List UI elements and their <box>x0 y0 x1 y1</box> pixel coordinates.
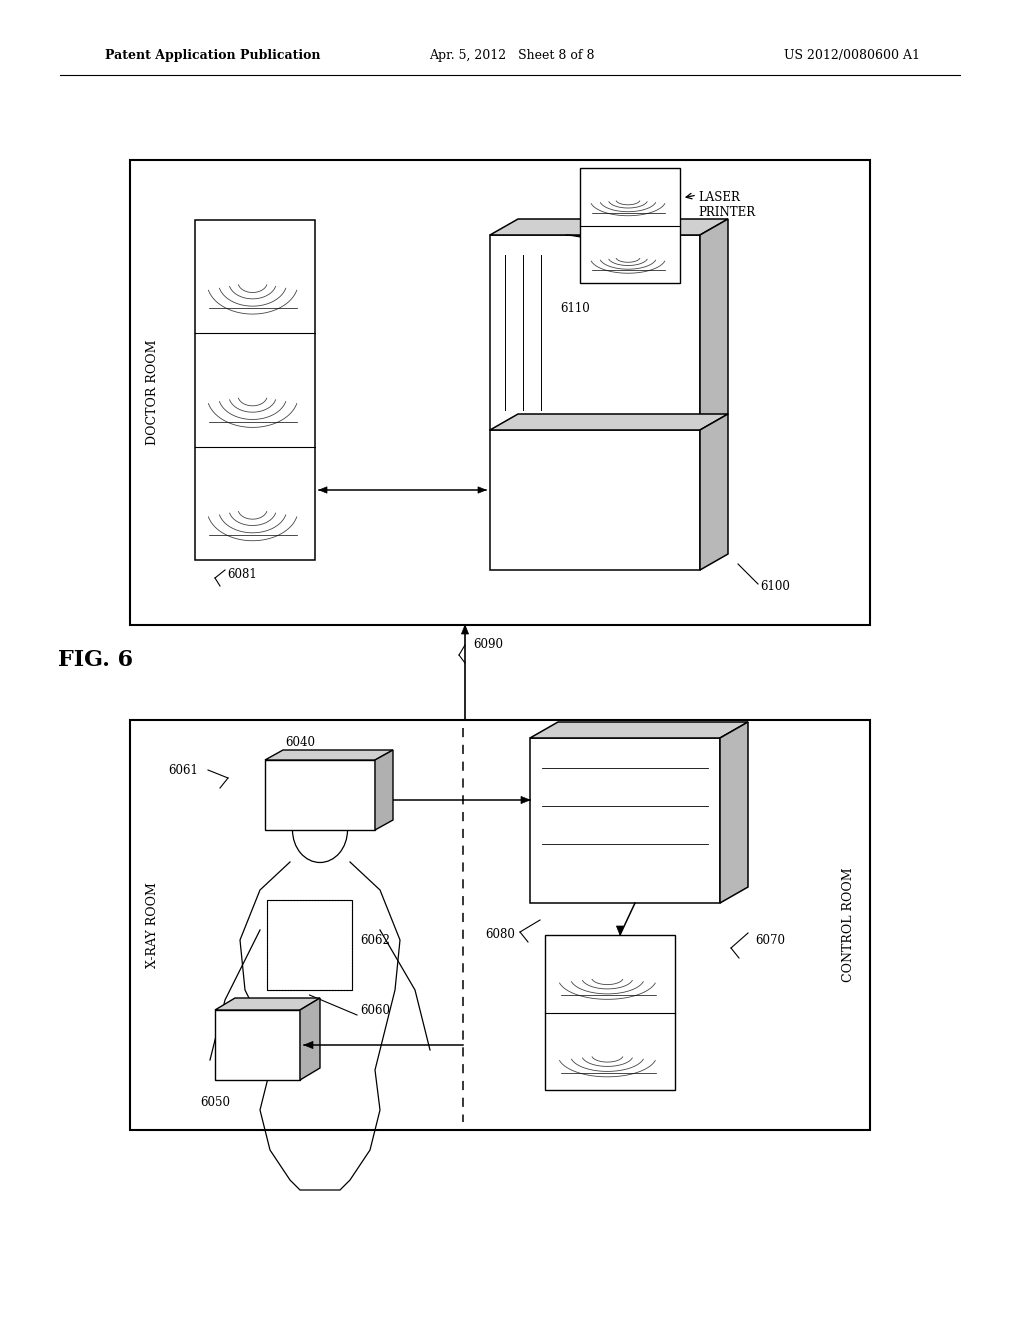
Text: 6061: 6061 <box>168 763 198 776</box>
Polygon shape <box>265 750 393 760</box>
Text: FIG. 6: FIG. 6 <box>58 649 133 671</box>
Polygon shape <box>700 219 728 430</box>
Bar <box>267 900 352 990</box>
Polygon shape <box>700 414 728 570</box>
Text: 6100: 6100 <box>760 579 790 593</box>
Text: 6081: 6081 <box>227 569 257 582</box>
Text: US 2012/0080600 A1: US 2012/0080600 A1 <box>784 49 920 62</box>
Text: 6050: 6050 <box>200 1096 230 1109</box>
Polygon shape <box>319 487 327 494</box>
Polygon shape <box>375 750 393 830</box>
Bar <box>130 719 870 1130</box>
Text: Patent Application Publication: Patent Application Publication <box>105 49 321 62</box>
Text: LASER
PRINTER: LASER PRINTER <box>698 191 755 219</box>
Bar <box>267 900 352 990</box>
Bar <box>530 738 720 903</box>
Text: 6110: 6110 <box>560 301 590 314</box>
Text: CONTROL ROOM: CONTROL ROOM <box>842 867 854 982</box>
Bar <box>265 760 375 830</box>
Polygon shape <box>490 414 728 430</box>
Polygon shape <box>616 927 624 935</box>
Text: 6060: 6060 <box>360 1003 390 1016</box>
Polygon shape <box>215 998 319 1010</box>
Bar <box>130 160 870 624</box>
Text: DOCTOR ROOM: DOCTOR ROOM <box>145 339 159 445</box>
Text: 6070: 6070 <box>755 935 785 948</box>
Bar <box>490 430 700 570</box>
Bar <box>490 235 700 430</box>
Bar <box>580 168 680 282</box>
Polygon shape <box>720 722 748 903</box>
Text: X-RAY ROOM: X-RAY ROOM <box>145 882 159 968</box>
Text: 6040: 6040 <box>285 735 315 748</box>
Polygon shape <box>478 487 486 494</box>
Bar <box>195 220 315 560</box>
Bar <box>545 935 675 1090</box>
Text: 6062: 6062 <box>360 933 390 946</box>
Polygon shape <box>300 998 319 1080</box>
Text: 6090: 6090 <box>473 639 503 652</box>
Polygon shape <box>521 796 530 804</box>
Bar <box>215 1010 300 1080</box>
Polygon shape <box>490 219 728 235</box>
Text: Apr. 5, 2012   Sheet 8 of 8: Apr. 5, 2012 Sheet 8 of 8 <box>429 49 595 62</box>
Polygon shape <box>530 722 748 738</box>
Text: 6080: 6080 <box>485 928 515 941</box>
Polygon shape <box>304 1041 313 1048</box>
Polygon shape <box>462 624 469 634</box>
